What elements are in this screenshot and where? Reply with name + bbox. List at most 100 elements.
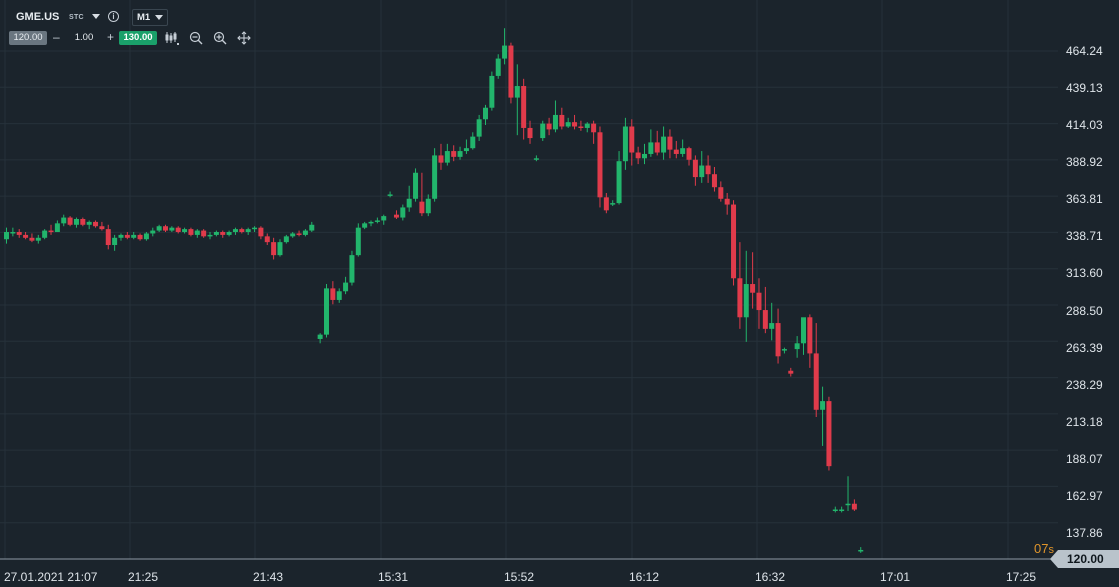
candle-body (521, 86, 527, 128)
sell-price-button[interactable]: 120.00 (9, 31, 47, 45)
crosshair-icon[interactable] (237, 31, 251, 45)
candle-body (495, 58, 501, 76)
candle-body (578, 126, 584, 129)
candle-body (743, 284, 749, 318)
candle-body (124, 234, 130, 238)
candle-body (182, 229, 188, 233)
timeframe-select[interactable]: M1 (132, 9, 168, 26)
candle-body (23, 234, 29, 238)
zoom-out-icon[interactable] (189, 31, 203, 45)
candle-body (381, 216, 387, 221)
candle-body (737, 278, 743, 318)
price-axis-label: 439.13 (1066, 81, 1103, 95)
candle-body (258, 227, 264, 237)
candle-body (330, 288, 336, 300)
current-price-tag: 120.00 (1050, 550, 1119, 568)
candle-body (629, 126, 635, 153)
candle-body (533, 158, 539, 160)
candle-body (169, 227, 175, 231)
candle-body (692, 159, 698, 178)
candle-body (252, 227, 258, 230)
symbol-label[interactable]: GME.US (16, 11, 60, 23)
price-axis-label: 162.97 (1066, 489, 1103, 503)
time-axis-label: 21:43 (253, 570, 284, 584)
candle-body (794, 343, 800, 350)
candle-body (35, 237, 41, 241)
candle-body (48, 230, 54, 233)
candle-body (559, 114, 565, 127)
candle-body (425, 198, 431, 214)
candle-body (546, 123, 552, 130)
candle-body (731, 204, 737, 279)
candle-body (99, 226, 105, 230)
candle-body (858, 549, 864, 552)
price-axis-label: 414.03 (1066, 118, 1103, 132)
time-axis-label: 17:25 (1006, 570, 1037, 584)
candle-body (654, 142, 660, 153)
buy-price-button[interactable]: 130.00 (119, 31, 157, 45)
decrease-quantity-button[interactable]: – (53, 30, 60, 44)
candle-body (769, 323, 775, 329)
candle-body (483, 107, 488, 120)
symbol-dropdown-icon[interactable] (92, 14, 100, 19)
candle-body (368, 221, 374, 224)
candle-body (232, 229, 238, 233)
candle-body (54, 223, 60, 233)
candle-body (387, 194, 393, 196)
chevron-down-icon (155, 15, 163, 20)
candle-body (131, 234, 137, 238)
time-axis-label: 27.01.2021 21:07 (4, 570, 98, 584)
candle-body (610, 203, 616, 205)
candle-body (290, 233, 296, 237)
candle-body (61, 217, 67, 224)
candle-body (788, 370, 794, 374)
candle-body (67, 217, 73, 225)
candle-body (245, 229, 251, 233)
candle-body (616, 161, 622, 204)
time-axis-label: 15:52 (504, 570, 535, 584)
candle-body (112, 237, 118, 246)
candle-body (502, 45, 508, 59)
candle-body (781, 349, 787, 351)
candle-body (832, 509, 838, 512)
candle-body (635, 152, 641, 159)
time-axis-label: 21:25 (128, 570, 159, 584)
candle-body (444, 151, 450, 163)
candle-body (851, 503, 857, 510)
candle-body (718, 187, 724, 199)
candle-body (309, 224, 315, 231)
candle-body (362, 223, 368, 228)
candle-body (680, 148, 686, 154)
candle-body (622, 126, 628, 162)
candle-body (807, 317, 813, 354)
candle-body (336, 291, 342, 300)
candle-body (699, 165, 705, 178)
candle-body (80, 219, 86, 225)
candle-body (839, 509, 845, 512)
candle-body (686, 148, 692, 160)
candle-body (406, 198, 412, 208)
candle-body (667, 136, 673, 150)
info-icon[interactable]: i (108, 11, 119, 22)
increase-quantity-button[interactable]: + (107, 30, 115, 44)
candle-body (762, 310, 768, 329)
candle-body (226, 232, 232, 235)
candle-body (264, 236, 270, 243)
candle-body (105, 229, 111, 246)
candle-body (175, 227, 181, 233)
candle-body (775, 323, 781, 357)
chart-type-icon[interactable] (165, 31, 179, 45)
candle-body (343, 282, 349, 292)
candle-body (349, 255, 355, 283)
price-axis-label: 188.07 (1066, 452, 1103, 466)
candle-body (648, 142, 654, 154)
candle-body (826, 401, 832, 467)
candle-body (508, 45, 514, 98)
quantity-input[interactable]: 1.00 (74, 32, 94, 43)
candle-body (137, 234, 143, 240)
candle-body (207, 234, 213, 237)
candle-body (143, 233, 149, 240)
time-axis-label: 16:32 (755, 570, 786, 584)
zoom-in-icon[interactable] (213, 31, 227, 45)
